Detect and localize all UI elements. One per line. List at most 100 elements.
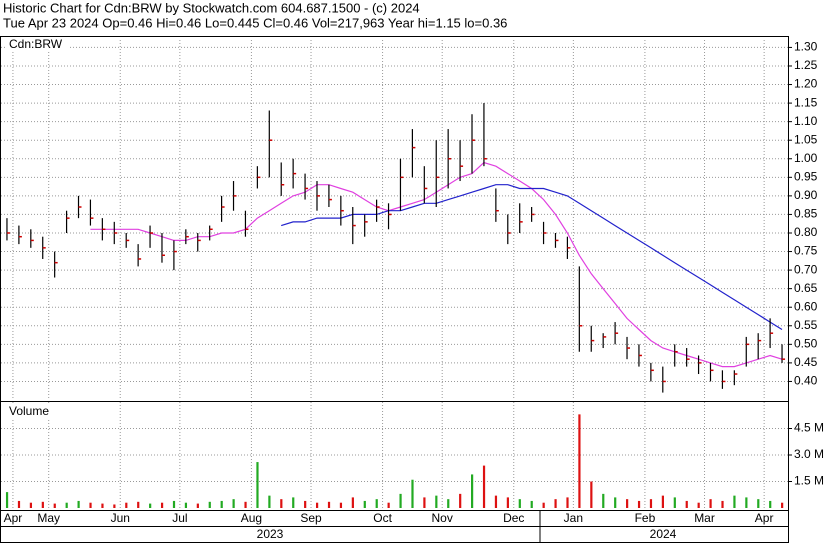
volume-bar — [65, 502, 68, 508]
volume-bar — [268, 495, 271, 508]
y-tick-label: 0.95 — [794, 169, 818, 183]
volume-bar — [614, 497, 617, 508]
volume-bar — [435, 495, 438, 508]
header-line: Historic Chart for Cdn:BRW by Stockwatch… — [3, 0, 420, 15]
y-tick-label: 0.80 — [794, 225, 818, 239]
volume-bar — [280, 499, 283, 508]
y-tick-label: 0.75 — [794, 244, 818, 258]
volume-bar — [29, 502, 33, 508]
volume-bar — [685, 500, 688, 508]
volume-bar — [578, 414, 581, 508]
volume-bar — [172, 500, 176, 508]
x-tick-label: Jan — [564, 511, 583, 525]
x-tick-label: Aug — [241, 511, 262, 525]
y-tick-label: 3.0 M — [794, 447, 824, 461]
volume-bar — [387, 502, 390, 508]
x-tick-label: Jul — [172, 511, 187, 525]
y-tick-label: 1.00 — [794, 151, 818, 165]
volume-bar — [590, 481, 593, 508]
volume-bar — [542, 502, 545, 508]
y-tick-label: 1.20 — [794, 77, 818, 91]
volume-bar — [733, 495, 736, 508]
volume-bar — [637, 500, 641, 508]
x-tick-label: Apr — [755, 511, 774, 525]
volume-bar — [315, 502, 319, 508]
volume-bar — [471, 474, 474, 508]
x-tick-label: Feb — [635, 511, 656, 525]
volume-bar — [530, 500, 533, 508]
y-tick-label: 0.70 — [794, 262, 818, 276]
volume-bar — [399, 493, 402, 508]
y-tick-label: 0.90 — [794, 188, 818, 202]
volume-bar — [339, 502, 343, 508]
x-tick-label: May — [37, 511, 60, 525]
panel-label: Cdn:BRW — [9, 37, 63, 51]
volume-bar — [781, 502, 784, 508]
volume-bar — [101, 503, 104, 508]
volume-bar — [137, 501, 140, 508]
volume-bar — [149, 503, 152, 508]
panel-label-bg — [6, 403, 58, 419]
year-label: 2024 — [650, 527, 677, 541]
y-tick-label: 1.30 — [794, 40, 818, 54]
x-tick-label: Apr — [4, 511, 23, 525]
volume-bar — [17, 500, 21, 508]
y-tick-label: 0.85 — [794, 207, 818, 221]
price-panel — [0, 36, 789, 402]
y-tick-label: 0.60 — [794, 299, 818, 313]
volume-bar — [125, 502, 128, 508]
x-tick-label: Nov — [432, 511, 453, 525]
y-tick-label: 0.40 — [794, 374, 818, 388]
volume-bar — [709, 499, 712, 508]
volume-bar — [244, 501, 247, 508]
volume-bar — [423, 497, 426, 508]
volume-bar — [292, 497, 295, 508]
y-tick-label: 1.05 — [794, 132, 818, 146]
x-tick-label: Jun — [111, 511, 130, 525]
volume-bar — [41, 501, 44, 508]
volume-bar — [447, 499, 450, 508]
x-tick-label: Mar — [694, 511, 715, 525]
panel-label: Volume — [9, 404, 49, 418]
volume-bar — [745, 497, 748, 508]
volume-bar — [256, 462, 259, 508]
volume-bar — [757, 499, 760, 508]
volume-bar — [5, 492, 9, 508]
volume-bar — [721, 500, 724, 508]
volume-bar — [89, 502, 92, 508]
volume-bar — [363, 500, 366, 508]
volume-bar — [554, 499, 557, 508]
volume-bar — [208, 501, 211, 508]
y-tick-label: 1.15 — [794, 95, 818, 109]
x-tick-label: Dec — [503, 511, 524, 525]
volume-bar — [518, 499, 521, 508]
header-line: Tue Apr 23 2024 Op=0.46 Hi=0.46 Lo=0.445… — [3, 15, 507, 30]
volume-bar — [482, 465, 486, 508]
volume-bar — [697, 502, 700, 508]
y-tick-label: 0.55 — [794, 318, 818, 332]
volume-bar — [77, 500, 80, 508]
volume-bar — [626, 499, 629, 508]
volume-bar — [769, 500, 772, 508]
volume-bar — [602, 493, 605, 508]
volume-bar — [304, 500, 307, 508]
y-tick-label: 4.5 M — [794, 421, 824, 435]
volume-bar — [184, 502, 188, 508]
volume-bar — [494, 495, 498, 508]
y-tick-label: 0.50 — [794, 337, 818, 351]
volume-bar — [232, 499, 235, 508]
volume-bar — [661, 495, 664, 508]
volume-bar — [673, 497, 676, 508]
y-tick-label: 1.5 M — [794, 474, 824, 488]
volume-bar — [411, 479, 414, 508]
volume-bar — [375, 499, 378, 508]
year-label: 2023 — [257, 527, 284, 541]
x-tick-label: Oct — [373, 511, 392, 525]
volume-bar — [196, 503, 199, 508]
volume-bar — [113, 504, 116, 508]
y-tick-label: 0.65 — [794, 281, 818, 295]
y-tick-label: 0.45 — [794, 355, 818, 369]
y-tick-label: 1.25 — [794, 58, 818, 72]
